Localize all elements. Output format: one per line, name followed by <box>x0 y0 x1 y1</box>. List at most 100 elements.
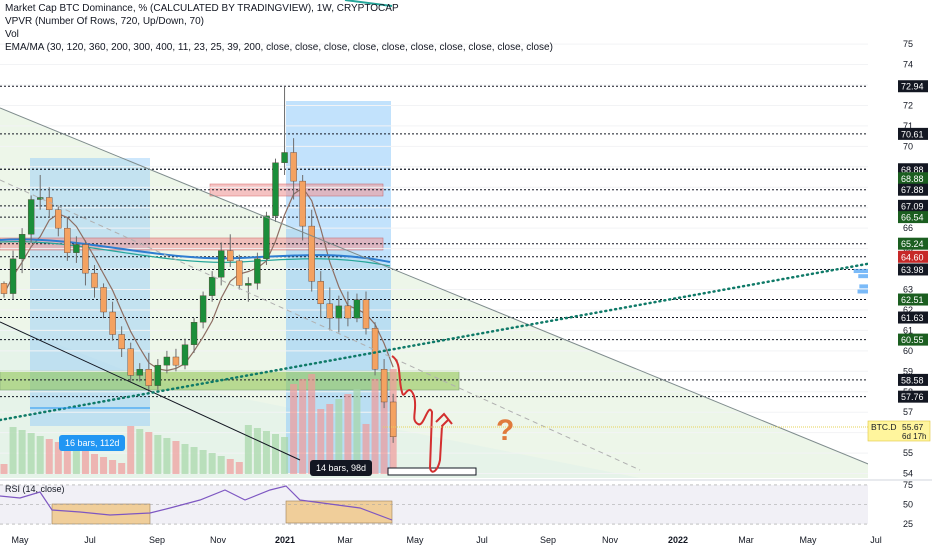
channel-mid-dashed <box>0 179 641 471</box>
candle-body <box>27 199 35 235</box>
current-price-tag <box>867 420 931 442</box>
volume-bar <box>281 437 289 474</box>
channel-upper-line <box>0 107 896 476</box>
ma-line <box>3 186 394 372</box>
time-tick-label: Jul <box>84 535 96 545</box>
vpvr-bar-up <box>853 269 877 274</box>
candle-body <box>154 364 162 386</box>
time-tick-label: May <box>799 535 817 545</box>
level-price-tag <box>898 293 928 306</box>
level-price-text: 72.94 <box>901 82 924 92</box>
projection-arrowhead <box>435 412 453 425</box>
volume-bar <box>244 425 252 474</box>
time-axis-bg <box>0 529 932 550</box>
candle-body <box>380 369 388 403</box>
time-tick-label: Sep <box>149 535 165 545</box>
candle-body <box>317 281 324 305</box>
candle-body <box>281 152 288 163</box>
level-price-text: 66.54 <box>901 213 924 223</box>
candle-body <box>299 180 306 227</box>
current-price-value: 55.67 <box>902 422 924 432</box>
chart-title[interactable]: Market Cap BTC Dominance, % (CALCULATED … <box>5 3 399 14</box>
candle-body <box>127 348 134 376</box>
volume-bar <box>335 399 343 474</box>
volume-bar <box>127 426 135 474</box>
candle-body <box>308 225 315 282</box>
price-tick-label: 72 <box>903 100 913 110</box>
vpvr-label[interactable]: VPVR (Number Of Rows, 720, Up/Down, 70) <box>5 16 204 27</box>
current-price-countdown: 6d 17h <box>902 432 926 441</box>
volume-bar <box>290 384 298 474</box>
candle-body <box>181 344 189 366</box>
time-tick-label: Jul <box>870 535 882 545</box>
level-price-tag <box>898 333 928 346</box>
projection-path <box>391 355 449 473</box>
ema-label[interactable]: EMA/MA (30, 120, 360, 200, 300, 400, 11,… <box>5 42 553 53</box>
price-tick-label: 70 <box>903 141 913 151</box>
price-tick-label: 71 <box>903 121 913 131</box>
candle-body <box>55 209 62 229</box>
volume-bar <box>91 454 98 474</box>
level-lines-layer <box>0 85 868 398</box>
level-price-tag <box>898 373 928 386</box>
level-price-text: 58.58 <box>901 375 924 385</box>
time-tick-label: Jul <box>476 535 488 545</box>
candles-layer <box>0 87 397 443</box>
rising-trendline <box>0 256 902 422</box>
level-price-text: 61.63 <box>901 313 924 323</box>
level-price-text: 65.24 <box>901 239 924 249</box>
volume-bar <box>190 447 198 474</box>
volume-bar <box>81 451 89 474</box>
volume-bar <box>253 428 261 474</box>
level-price-tag <box>898 311 928 324</box>
candle-body <box>254 258 261 284</box>
volume-bar <box>18 430 26 474</box>
candle-body <box>9 258 17 294</box>
candle-body <box>172 356 180 366</box>
time-tick-label: Nov <box>602 535 619 545</box>
candle-body <box>109 311 116 335</box>
volume-bar <box>9 427 17 474</box>
volume-bar <box>145 432 153 474</box>
volume-bar <box>299 379 307 474</box>
volume-bar <box>136 429 144 474</box>
level-price-text: 67.09 <box>901 201 924 211</box>
candle-body <box>199 295 207 323</box>
volume-bar <box>163 438 171 474</box>
price-tick-label: 57 <box>903 407 913 417</box>
level-price-text: 68.88 <box>901 165 924 175</box>
level-price-tag <box>898 199 928 212</box>
candle-body <box>272 162 279 217</box>
price-tick-label: 62 <box>903 305 913 315</box>
measure-label-first: 16 bars, 112d <box>59 435 126 451</box>
level-price-tag <box>898 237 928 250</box>
rsi-tick-label: 25 <box>903 519 913 529</box>
price-tick-label: 59 <box>903 366 913 376</box>
candle-body <box>263 215 270 260</box>
volume-bar <box>27 433 35 474</box>
candle-body <box>236 260 243 286</box>
level-price-tag <box>898 80 928 93</box>
vol-label[interactable]: Vol <box>5 29 19 40</box>
question-mark-annotation: ? <box>496 414 514 447</box>
candle-body <box>163 356 171 366</box>
candle-body <box>136 369 143 376</box>
candle-body <box>64 227 71 253</box>
rsi-label[interactable]: RSI (14, close) <box>5 484 65 494</box>
volume-bar <box>100 457 108 474</box>
candle-body <box>37 197 44 200</box>
volume-bar <box>262 431 270 474</box>
volume-bar <box>380 374 388 474</box>
candle-body <box>145 369 153 386</box>
candle-body <box>100 287 107 313</box>
volume-bar <box>181 444 189 474</box>
current-price-symbol: BTC.D <box>871 422 897 432</box>
candle-body <box>208 277 216 296</box>
price-tick-label: 61 <box>903 325 913 335</box>
volume-bar <box>317 409 325 474</box>
candle-body <box>118 334 125 350</box>
price-tick-label: 63 <box>903 285 913 295</box>
indicator-legend: Market Cap BTC Dominance, % (CALCULATED … <box>5 2 553 54</box>
level-price-text: 63.98 <box>901 265 924 275</box>
